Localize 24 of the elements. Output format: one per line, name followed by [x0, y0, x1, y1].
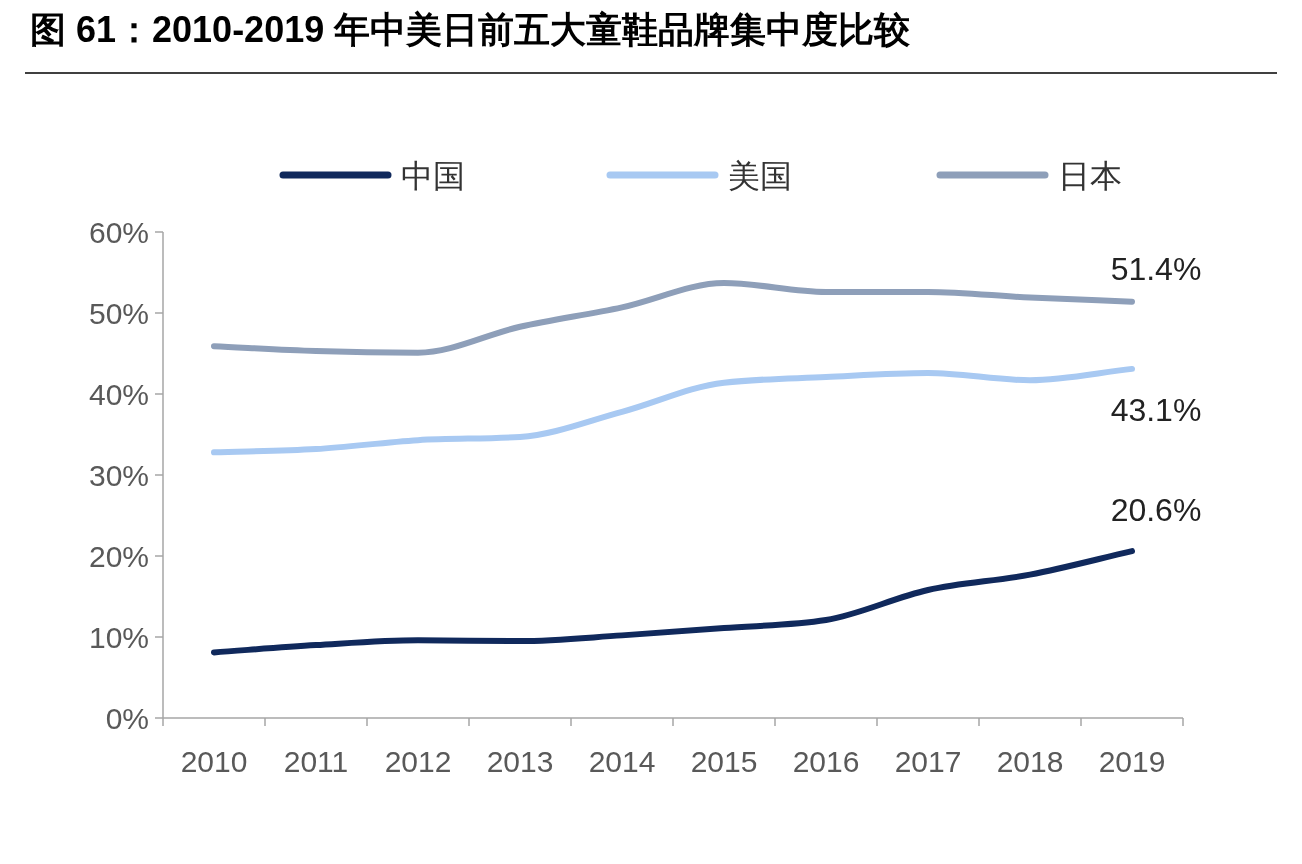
- x-tick-label: 2015: [690, 745, 758, 778]
- x-tick-label: 2013: [486, 745, 554, 778]
- y-tick-label: 10%: [88, 621, 149, 654]
- data-label: 51.4%: [1110, 250, 1202, 287]
- y-tick-label: 60%: [88, 216, 149, 249]
- x-tick-label: 2019: [1098, 745, 1166, 778]
- legend-label: 中国: [401, 158, 465, 194]
- x-tick-label: 2012: [384, 745, 452, 778]
- x-tick-label: 2016: [792, 745, 860, 778]
- y-tick-label: 30%: [88, 459, 149, 492]
- y-tick-label: 50%: [88, 297, 149, 330]
- y-tick-label: 40%: [88, 378, 149, 411]
- data-label: 20.6%: [1110, 492, 1202, 529]
- y-tick-label: 20%: [88, 540, 149, 573]
- legend-label: 美国: [728, 158, 792, 194]
- x-tick-label: 2014: [588, 745, 656, 778]
- chart-title: 图 61：2010-2019 年中美日前五大童鞋品牌集中度比较: [30, 9, 912, 50]
- legend-label: 日本: [1058, 158, 1122, 194]
- x-tick-label: 2018: [996, 745, 1064, 778]
- y-tick-label: 0%: [105, 702, 149, 735]
- x-tick-label: 2011: [283, 745, 349, 778]
- x-tick-label: 2017: [894, 745, 962, 778]
- x-tick-label: 2010: [180, 745, 248, 778]
- data-label: 43.1%: [1110, 391, 1202, 428]
